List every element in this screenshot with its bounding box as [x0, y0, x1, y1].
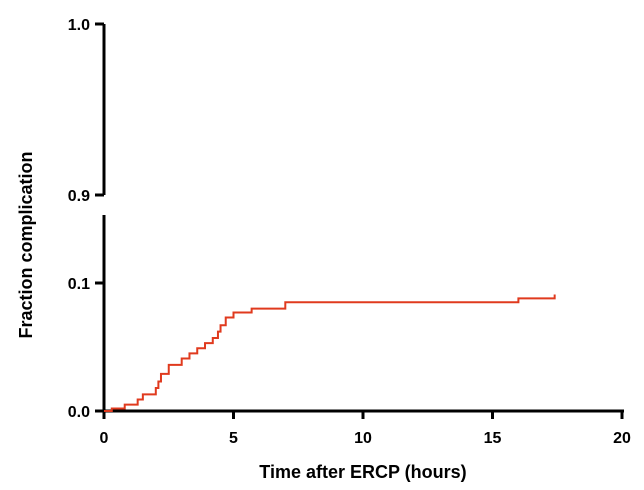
y-tick-label: 0.0: [68, 404, 90, 421]
x-tick-label: 20: [613, 430, 631, 447]
y-tick-label: 0.1: [68, 276, 90, 293]
x-tick-label: 5: [229, 430, 238, 447]
x-tick-label: 10: [354, 430, 372, 447]
y-tick-label: 1.0: [68, 17, 90, 34]
axes: [95, 22, 624, 419]
y-axis-label: Fraction complication: [16, 151, 36, 338]
y-tick-label: 0.9: [68, 188, 90, 205]
tick-labels: 0 5 10 15 20 0.0 0.1 0.9 1.0: [68, 17, 631, 447]
x-axis-label: Time after ERCP (hours): [259, 462, 466, 482]
x-tick-label: 15: [484, 430, 502, 447]
x-tick-label: 0: [100, 430, 109, 447]
series-line: [104, 294, 556, 412]
plot-area: [104, 294, 556, 412]
